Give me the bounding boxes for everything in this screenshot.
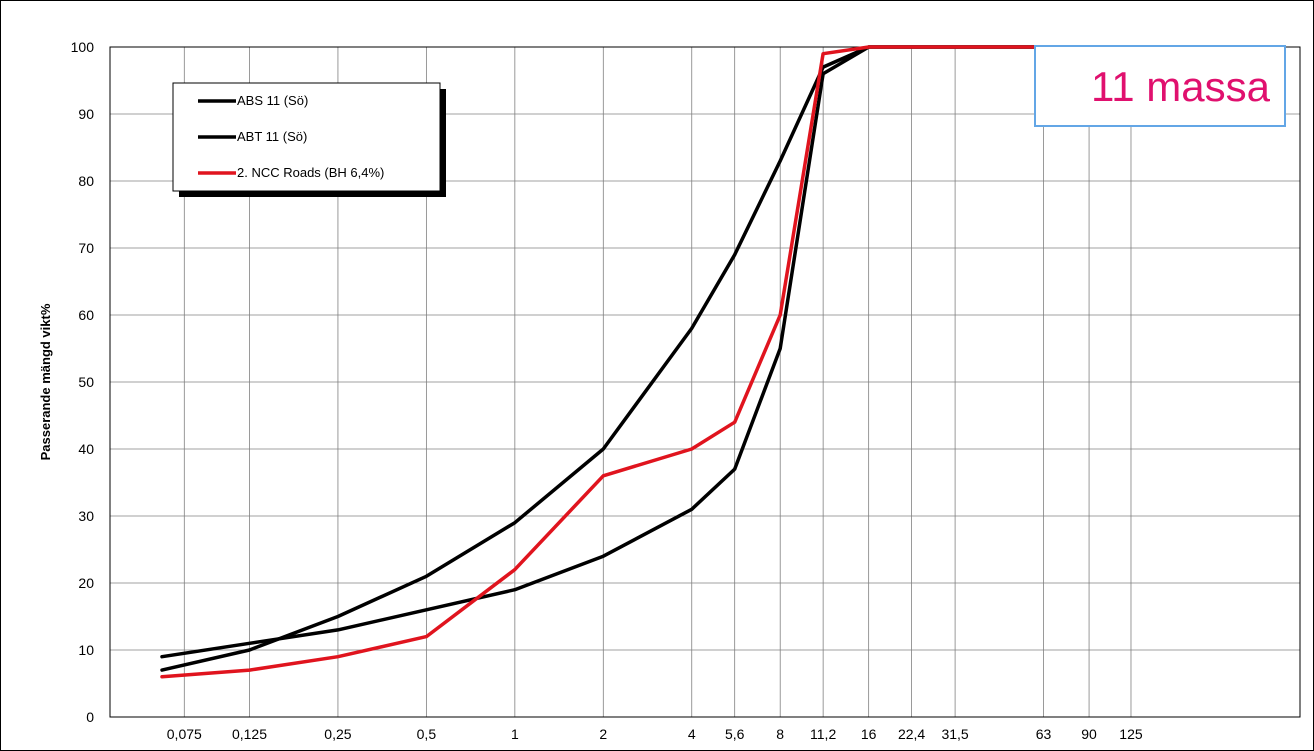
legend-label: ABS 11 (Sö) bbox=[237, 93, 308, 108]
annotation-box: 11 massa bbox=[1034, 45, 1286, 127]
series-lines bbox=[160, 45, 1133, 679]
x-tick-label: 11,2 bbox=[810, 726, 836, 742]
x-tick-label: 2 bbox=[599, 726, 607, 742]
y-tick-label: 50 bbox=[78, 374, 94, 390]
y-tick-label: 70 bbox=[78, 240, 94, 256]
x-tick-label: 90 bbox=[1081, 726, 1097, 742]
series-line-3 bbox=[160, 45, 1133, 679]
legend-label: ABT 11 (Sö) bbox=[237, 129, 307, 144]
x-tick-label: 63 bbox=[1036, 726, 1052, 742]
x-tick-label: 31,5 bbox=[941, 726, 968, 742]
x-tick-label: 16 bbox=[861, 726, 877, 742]
series-line-2 bbox=[160, 45, 1133, 659]
x-tick-label: 4 bbox=[688, 726, 696, 742]
x-tick-label: 125 bbox=[1119, 726, 1143, 742]
x-tick-label: 1 bbox=[511, 726, 519, 742]
y-tick-label: 100 bbox=[71, 39, 95, 55]
y-tick-label: 80 bbox=[78, 173, 94, 189]
y-tick-label: 60 bbox=[78, 307, 94, 323]
x-tick-label: 0,25 bbox=[324, 726, 351, 742]
x-tick-label: 8 bbox=[776, 726, 784, 742]
y-tick-label: 20 bbox=[78, 575, 94, 591]
x-tick-label: 0,125 bbox=[232, 726, 267, 742]
y-tick-label: 90 bbox=[78, 106, 94, 122]
annotation-text: 11 massa bbox=[1091, 63, 1271, 110]
y-axis-label: Passerande mängd vikt% bbox=[38, 303, 53, 460]
x-tick-label: 0,075 bbox=[167, 726, 202, 742]
y-tick-labels: 0 10 20 30 40 50 60 70 80 90 100 bbox=[71, 39, 95, 725]
annotation-frame bbox=[1034, 45, 1286, 127]
plot-area-border bbox=[109, 46, 1301, 718]
y-tick-label: 10 bbox=[78, 642, 94, 658]
legend: ABS 11 (Sö) ABT 11 (Sö) 2. NCC Roads (BH 6… bbox=[172, 82, 446, 197]
x-tick-label: 0,5 bbox=[417, 726, 437, 742]
y-tick-label: 30 bbox=[78, 508, 94, 524]
y-tick-label: 0 bbox=[86, 709, 94, 725]
x-tick-labels: 0,075 0,125 0,25 0,5 1 2 4 5,6 8 11,2 16 22,4 31,5 63… bbox=[167, 726, 1143, 742]
series-line-1 bbox=[160, 45, 1133, 672]
y-tick-label: 40 bbox=[78, 441, 94, 457]
x-tick-label: 5,6 bbox=[725, 726, 745, 742]
x-tick-label: 22,4 bbox=[898, 726, 925, 742]
legend-label: 2. NCC Roads (BH 6,4%) bbox=[237, 165, 384, 180]
